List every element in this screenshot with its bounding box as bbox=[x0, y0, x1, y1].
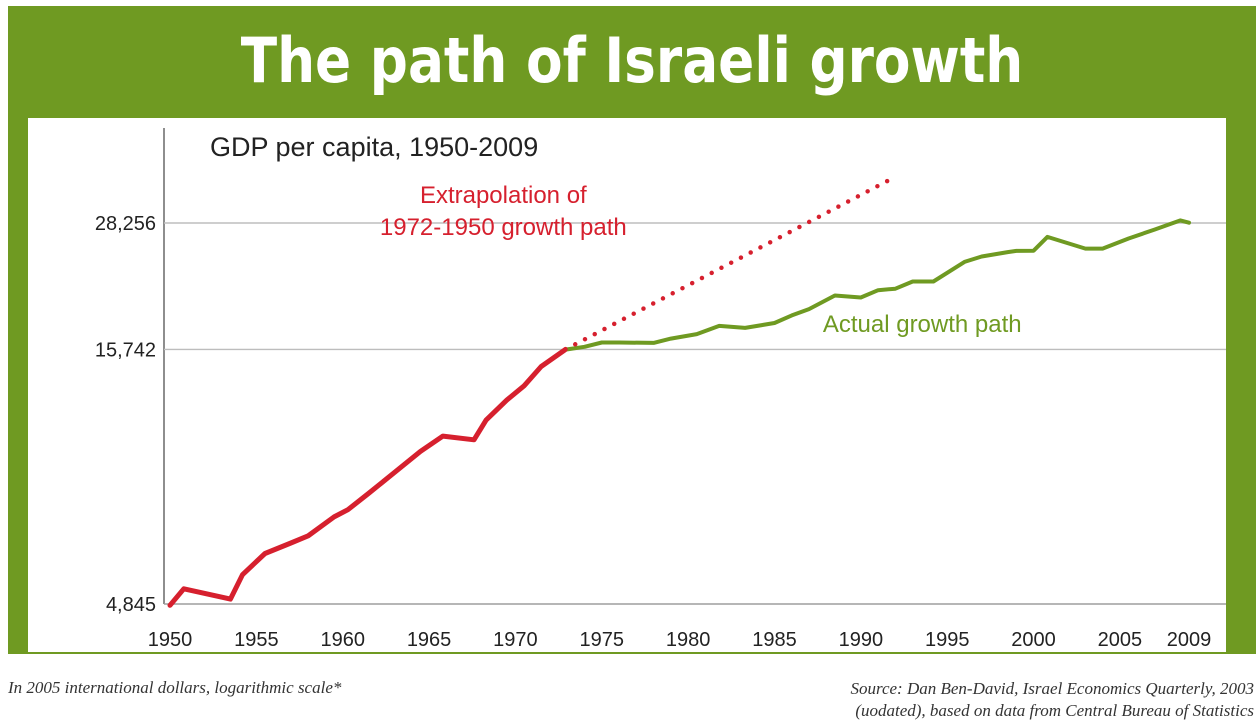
x-tick-label: 1970 bbox=[493, 629, 538, 651]
plot-area: 4,845 15,742 28,256 1950 1955 1960 1965 1970 197… bbox=[28, 118, 1226, 652]
source-line-1: Source: Dan Ben-David, Israel Economics … bbox=[850, 679, 1254, 698]
x-tick-label: 1990 bbox=[839, 629, 884, 651]
y-tick-label: 4,845 bbox=[106, 594, 156, 616]
annotation-extrapolation-line-1: Extrapolation of bbox=[420, 182, 587, 209]
annotation-actual-growth: Actual growth path bbox=[823, 311, 1022, 338]
y-tick-label: 15,742 bbox=[95, 339, 156, 361]
x-tick-label: 1955 bbox=[234, 629, 279, 651]
annotation-extrapolation-line-2: 1972-1950 growth path bbox=[380, 214, 627, 241]
x-tick-label: 1975 bbox=[580, 629, 625, 651]
extrapolation-dotted-line bbox=[563, 174, 898, 352]
scale-note: In 2005 international dollars, logarithm… bbox=[8, 678, 342, 697]
x-tick-label: 1965 bbox=[407, 629, 452, 651]
x-tick-label: 2005 bbox=[1098, 629, 1143, 651]
actual-growth-line bbox=[565, 218, 1191, 352]
chart-banner-title: The path of Israeli growth bbox=[240, 23, 1024, 97]
source-line-2: (uodated), based on data from Central Bu… bbox=[855, 701, 1254, 720]
x-tick-label: 2009 bbox=[1167, 629, 1212, 651]
x-tick-label: 1980 bbox=[666, 629, 711, 651]
x-tick-label: 1985 bbox=[752, 629, 797, 651]
growth-line-1950-1972 bbox=[167, 346, 568, 608]
chart-title: GDP per capita, 1950-2009 bbox=[210, 132, 538, 162]
x-tick-label: 1960 bbox=[320, 629, 365, 651]
x-tick-label: 1950 bbox=[148, 629, 193, 651]
source-note: Source: Dan Ben-David, Israel Economics … bbox=[634, 678, 1254, 722]
y-tick-label: 28,256 bbox=[95, 213, 156, 235]
x-tick-label: 2000 bbox=[1011, 629, 1056, 651]
x-tick-label: 1995 bbox=[925, 629, 970, 651]
gdp-line-chart: 4,845 15,742 28,256 1950 1955 1960 1965 1970 197… bbox=[95, 128, 1226, 651]
